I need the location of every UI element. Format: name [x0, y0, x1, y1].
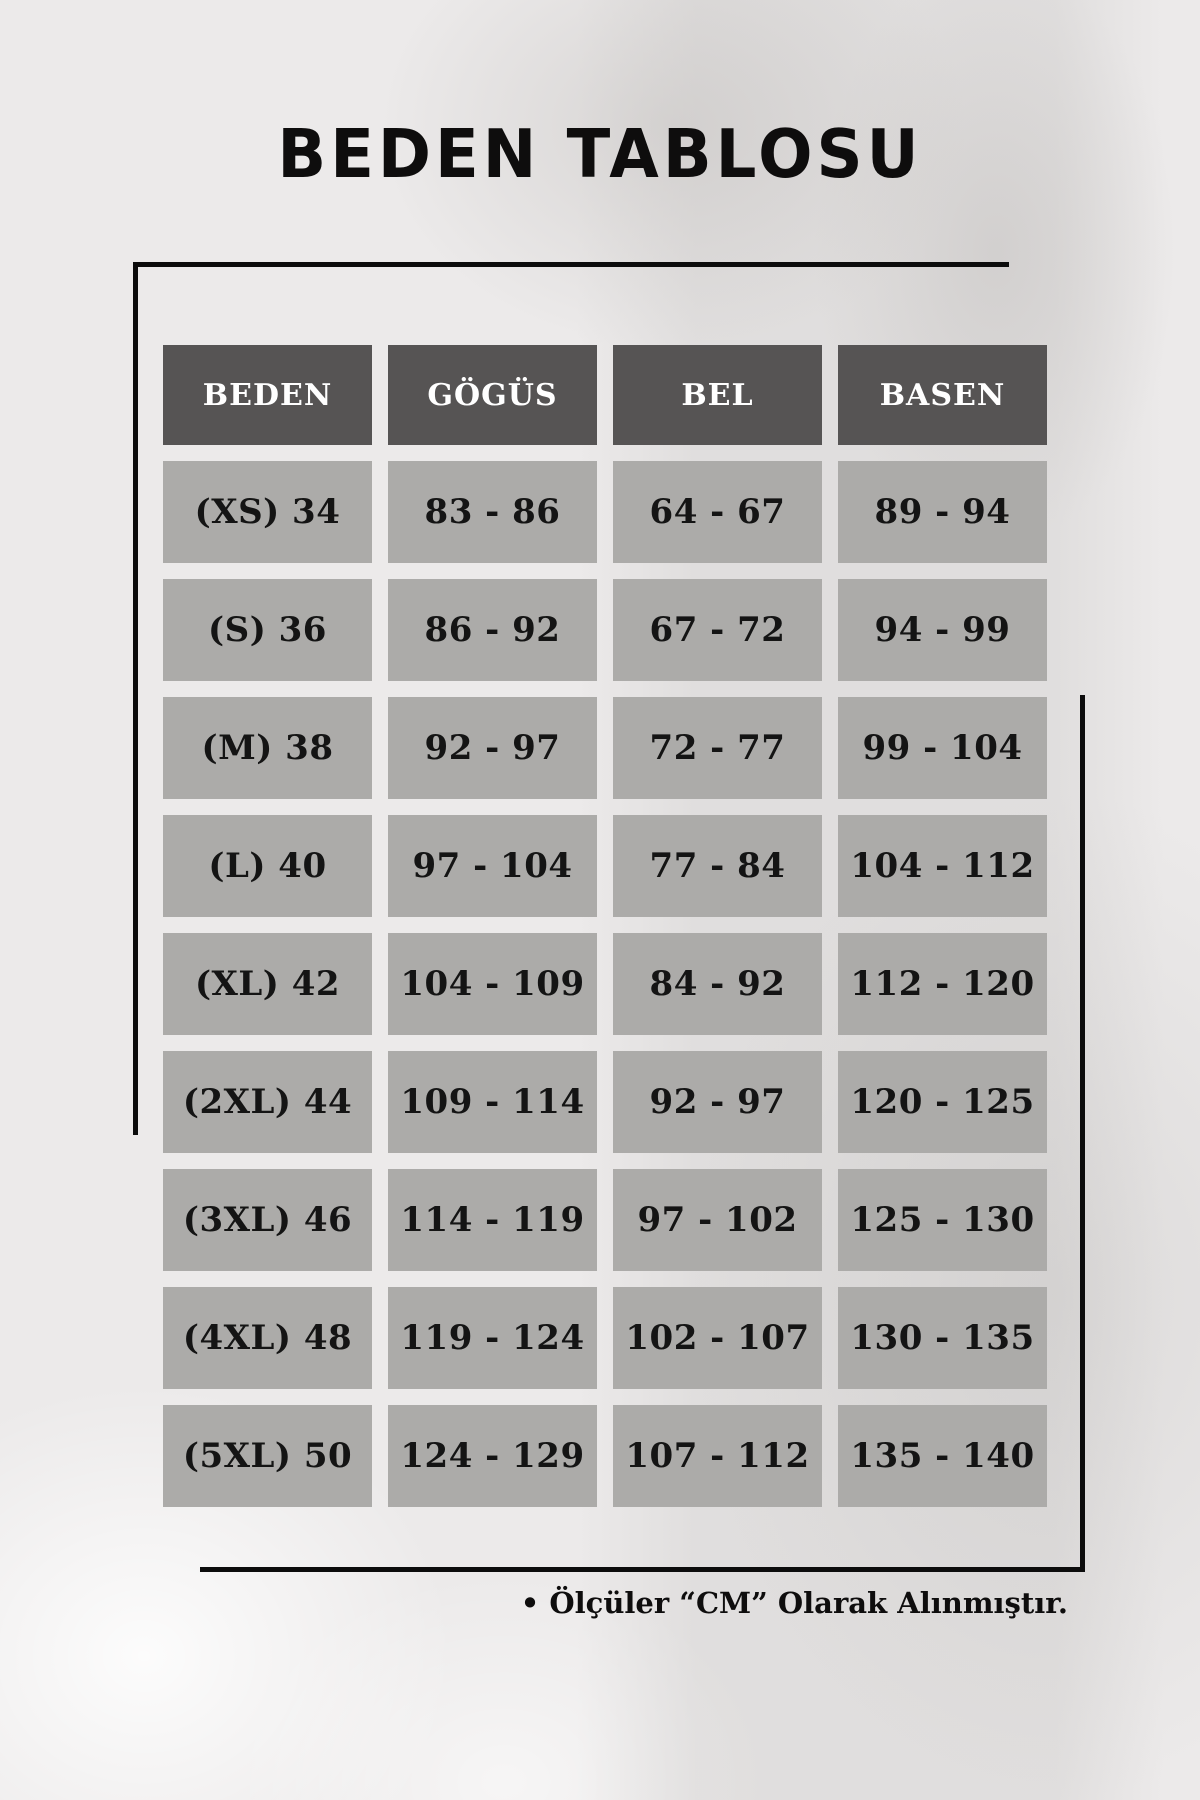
header-cell: BEL [613, 345, 822, 445]
frame-right-line [1080, 695, 1085, 1572]
table-cell: (2XL) 44 [163, 1051, 372, 1153]
table-cell: 120 - 125 [838, 1051, 1047, 1153]
frame-left-line [133, 262, 138, 1135]
table-cell: (5XL) 50 [163, 1405, 372, 1507]
table-cell: 92 - 97 [388, 697, 597, 799]
table-cell: (XL) 42 [163, 933, 372, 1035]
table-cell: 97 - 104 [388, 815, 597, 917]
table-cell: 92 - 97 [613, 1051, 822, 1153]
table-cell: 119 - 124 [388, 1287, 597, 1389]
table-cell: 135 - 140 [838, 1405, 1047, 1507]
unit-footnote: • Ölçüler “CM” Olarak Alınmıştır. [520, 1586, 1068, 1620]
table-cell: 86 - 92 [388, 579, 597, 681]
page-title: BEDEN TABLOSU [277, 116, 923, 194]
header-cell: BEDEN [163, 345, 372, 445]
table-cell: (4XL) 48 [163, 1287, 372, 1389]
frame-top-line [133, 262, 1009, 267]
table-cell: 89 - 94 [838, 461, 1047, 563]
table-cell: 83 - 86 [388, 461, 597, 563]
table-cell: 104 - 109 [388, 933, 597, 1035]
table-cell: 107 - 112 [613, 1405, 822, 1507]
table-cell: (S) 36 [163, 579, 372, 681]
table-cell: 72 - 77 [613, 697, 822, 799]
table-cell: (3XL) 46 [163, 1169, 372, 1271]
header-cell: BASEN [838, 345, 1047, 445]
table-cell: (M) 38 [163, 697, 372, 799]
table-cell: 67 - 72 [613, 579, 822, 681]
table-cell: 77 - 84 [613, 815, 822, 917]
table-cell: (XS) 34 [163, 461, 372, 563]
table-cell: 64 - 67 [613, 461, 822, 563]
table-cell: 114 - 119 [388, 1169, 597, 1271]
table-cell: 109 - 114 [388, 1051, 597, 1153]
size-table: BEDEN GÖGÜS BEL BASEN (XS) 34 83 - 86 64 - 67 8… [163, 345, 1047, 1507]
table-cell: 104 - 112 [838, 815, 1047, 917]
table-cell: 125 - 130 [838, 1169, 1047, 1271]
frame-bottom-line [200, 1567, 1085, 1572]
table-cell: 97 - 102 [613, 1169, 822, 1271]
table-cell: 102 - 107 [613, 1287, 822, 1389]
table-cell: 99 - 104 [838, 697, 1047, 799]
table-cell: 124 - 129 [388, 1405, 597, 1507]
header-cell: GÖGÜS [388, 345, 597, 445]
table-cell: 94 - 99 [838, 579, 1047, 681]
table-cell: 112 - 120 [838, 933, 1047, 1035]
table-cell: 84 - 92 [613, 933, 822, 1035]
table-cell: (L) 40 [163, 815, 372, 917]
table-cell: 130 - 135 [838, 1287, 1047, 1389]
